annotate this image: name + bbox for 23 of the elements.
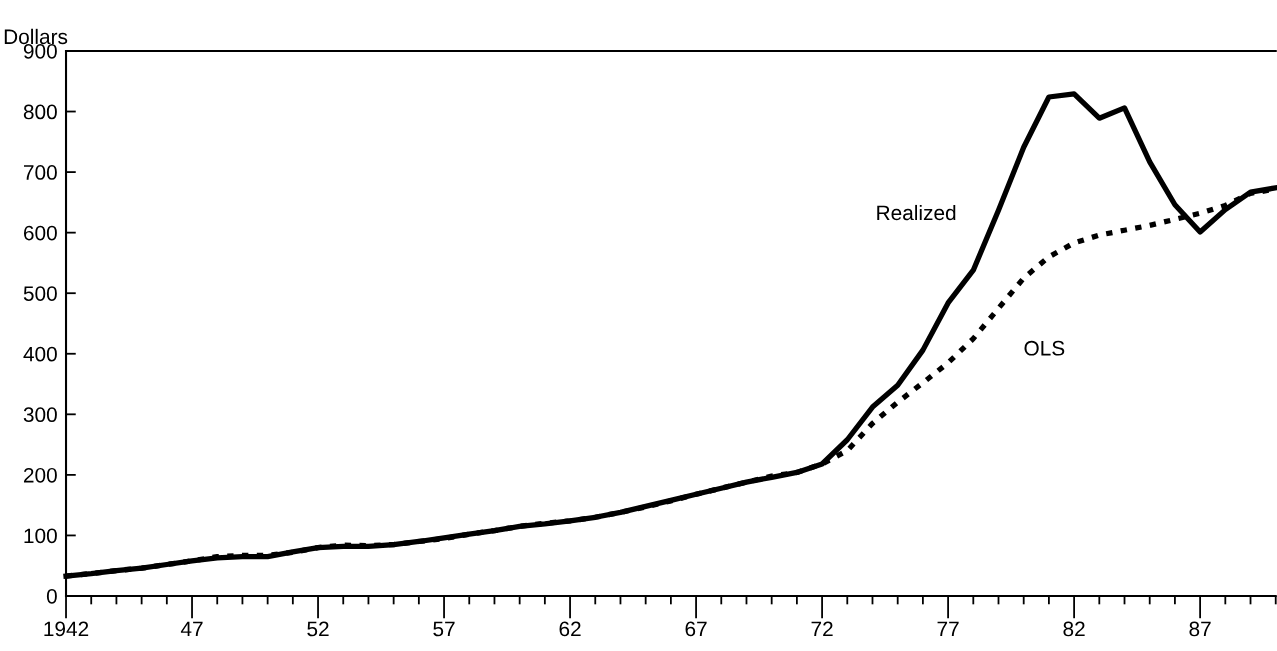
- x-tick-label: 57: [433, 621, 455, 637]
- x-tick-label: 77: [937, 621, 959, 637]
- y-axis-title: Dollars: [4, 28, 68, 45]
- y-tick-label: 700: [24, 165, 57, 180]
- x-tick-label: 87: [1189, 621, 1211, 637]
- x-tick-label: 47: [180, 621, 203, 637]
- x-tick-label: 1942: [44, 621, 89, 637]
- x-tick-label: 82: [1063, 621, 1085, 637]
- y-tick-label: 500: [23, 286, 57, 301]
- y-tick-label: 300: [23, 407, 57, 423]
- x-tick-label: 62: [559, 621, 581, 637]
- y-tick-label: 900: [23, 43, 57, 59]
- x-tick-label: 72: [811, 621, 833, 637]
- y-tick-label: 800: [23, 104, 57, 120]
- x-tick-label: 67: [685, 621, 707, 637]
- series-label: Realized: [877, 204, 956, 221]
- y-tick-label: 0: [46, 588, 57, 604]
- x-tick-label: 52: [307, 621, 329, 637]
- y-tick-label: 200: [23, 467, 57, 483]
- series-label: OLS: [1024, 340, 1065, 356]
- y-tick-label: 400: [23, 346, 57, 362]
- y-tick-label: 100: [24, 528, 57, 544]
- y-tick-label: 600: [23, 225, 57, 241]
